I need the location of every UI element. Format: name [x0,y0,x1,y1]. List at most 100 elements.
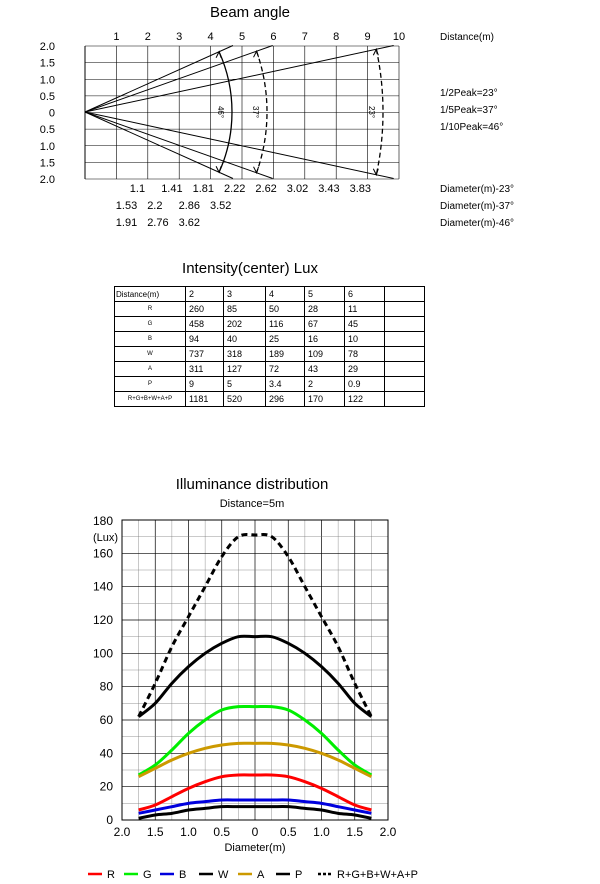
illum-y-tick-label: 0 [106,813,113,827]
beam-line-upper [84,45,273,113]
illum-subtitle: Distance=5m [220,498,285,510]
table-cell: 11 [344,301,385,317]
legend-label: A [257,869,265,881]
illum-x-tick-label: 1.0 [180,825,197,839]
table-row: A 311 127 72 43 29 [114,361,425,377]
beam-arc-label: 23° [367,106,376,118]
table-cell [384,286,425,302]
legend-label: P [295,869,302,881]
illum-x-tick-label: 2.0 [380,825,397,839]
illum-y-tick-label: 100 [93,646,113,660]
table-cell: 296 [265,391,305,407]
beam-peak-label: 1/5Peak=37° [440,105,498,116]
illum-x-tick-label: 1.5 [346,825,363,839]
illum-y-tick-label: 140 [93,580,113,594]
beam-y-tick-label: 1.0 [40,141,55,153]
illum-series-line-r-g-b-w-a-p [137,532,373,718]
beam-xlabel: Distance(m) [440,32,494,43]
table-cell: 40 [223,331,266,347]
beam-x-tick-label: 3 [176,31,182,43]
table-row: P 9 5 3.4 2 0.9 [114,376,425,392]
table-cell: 3.4 [265,376,305,392]
beam-y-tick-label: 1.0 [40,74,55,86]
table-cell: 170 [304,391,345,407]
table-cell [384,301,425,317]
beam-arc-arrow [372,168,379,177]
table-cell: 16 [304,331,345,347]
illum-x-tick-label: 2.0 [114,825,131,839]
table-cell: 85 [223,301,266,317]
illuminance-chart: Illuminance distribution Distance=5m (Lu… [88,476,418,881]
beam-line-lower [84,111,234,179]
table-cell: 10 [344,331,385,347]
table-cell: 29 [344,361,385,377]
table-cell: 9 [185,376,224,392]
beam-diameter-value: 2.2 [147,200,162,212]
beam-y-tick-label: 2.0 [40,41,55,53]
table-cell: 520 [223,391,266,407]
beam-diameter-value: 2.62 [255,183,276,195]
table-cell: 318 [223,346,266,362]
table-row: B 94 40 25 16 10 [114,331,425,347]
beam-line-upper [84,45,394,113]
beam-arc-arrow [372,47,379,56]
legend-label: G [143,869,152,881]
illum-x-tick-label: 1.5 [147,825,164,839]
table-cell: 4 [265,286,305,302]
table-title: Intensity(center) Lux [182,260,318,277]
beam-diameter-label: Diameter(m)-37° [440,201,514,212]
beam-x-tick-label: 8 [333,31,339,43]
table-header-row: Distance(m) 2 3 4 5 6 [114,286,425,302]
beam-diameter-rows: 1.1 1.41 1.81 2.22 2.62 3.02 3.43 3.83 Diameter(… [116,183,514,229]
illum-series-line-r [138,773,372,812]
table-cell: 2 [185,286,224,302]
illum-x-tick-label: 1.0 [313,825,330,839]
illum-series-line-g [137,704,373,777]
illum-series-line-w [137,634,373,718]
beam-y-tick-label: 2.0 [40,174,55,186]
illum-title: Illuminance distribution [176,476,329,493]
beam-y-tick-label: 1.5 [40,157,55,169]
table-cell [384,391,425,407]
table-cell: 5 [223,376,266,392]
table-cell [384,346,425,362]
illum-x-tick-label: 0.5 [280,825,297,839]
beam-peak-label: 1/2Peak=23° [440,88,498,99]
table-cell: 202 [223,316,266,332]
beam-diameter-value: 1.91 [116,217,137,229]
beam-arcs: 46° 37° 23° [215,47,384,177]
beam-arc-label: 37° [251,106,260,118]
table-cell: 737 [185,346,224,362]
illum-series-line-b [138,798,372,815]
beam-grid [84,45,400,180]
table-cell: 189 [265,346,305,362]
beam-arc-arrow [215,50,222,58]
illum-legend: R G B W A P R+G+B+W+A+P [88,869,418,881]
table-cell: 0.9 [344,376,385,392]
intensity-table: Distance(m) 2 3 4 5 6 R 260 85 50 28 11 G 458 202 116 67… [114,286,425,407]
beam-angle-chart: Beam angle Distance(m) 1 2 3 4 5 6 7 8 9 10 2.0 1.… [40,4,514,229]
table-cell [384,331,425,347]
illum-series-line-p [138,805,372,820]
table-cell: 1181 [185,391,224,407]
illum-y-tick-label: 20 [100,780,114,794]
table-cell: B [114,331,186,347]
beam-diameter-value: 2.86 [179,200,200,212]
table-cell: 45 [344,316,385,332]
illum-y-ticks: 0 20 40 60 80 100 120 140 160 180 [93,514,113,827]
table-cell: A [114,361,186,377]
legend-label: W [218,869,229,881]
illum-y-tick-label: 120 [93,613,113,627]
table-cell: 260 [185,301,224,317]
beam-arc-label: 46° [216,106,225,118]
beam-lines [84,45,394,179]
table-cell: 72 [265,361,305,377]
beam-x-tick-label: 5 [239,31,245,43]
beam-arc [375,49,384,175]
table-cell: 67 [304,316,345,332]
table-cell: 458 [185,316,224,332]
beam-x-tick-label: 1 [113,31,119,43]
illum-y-tick-label: 80 [100,680,114,694]
table-row: R 260 85 50 28 11 [114,301,425,317]
